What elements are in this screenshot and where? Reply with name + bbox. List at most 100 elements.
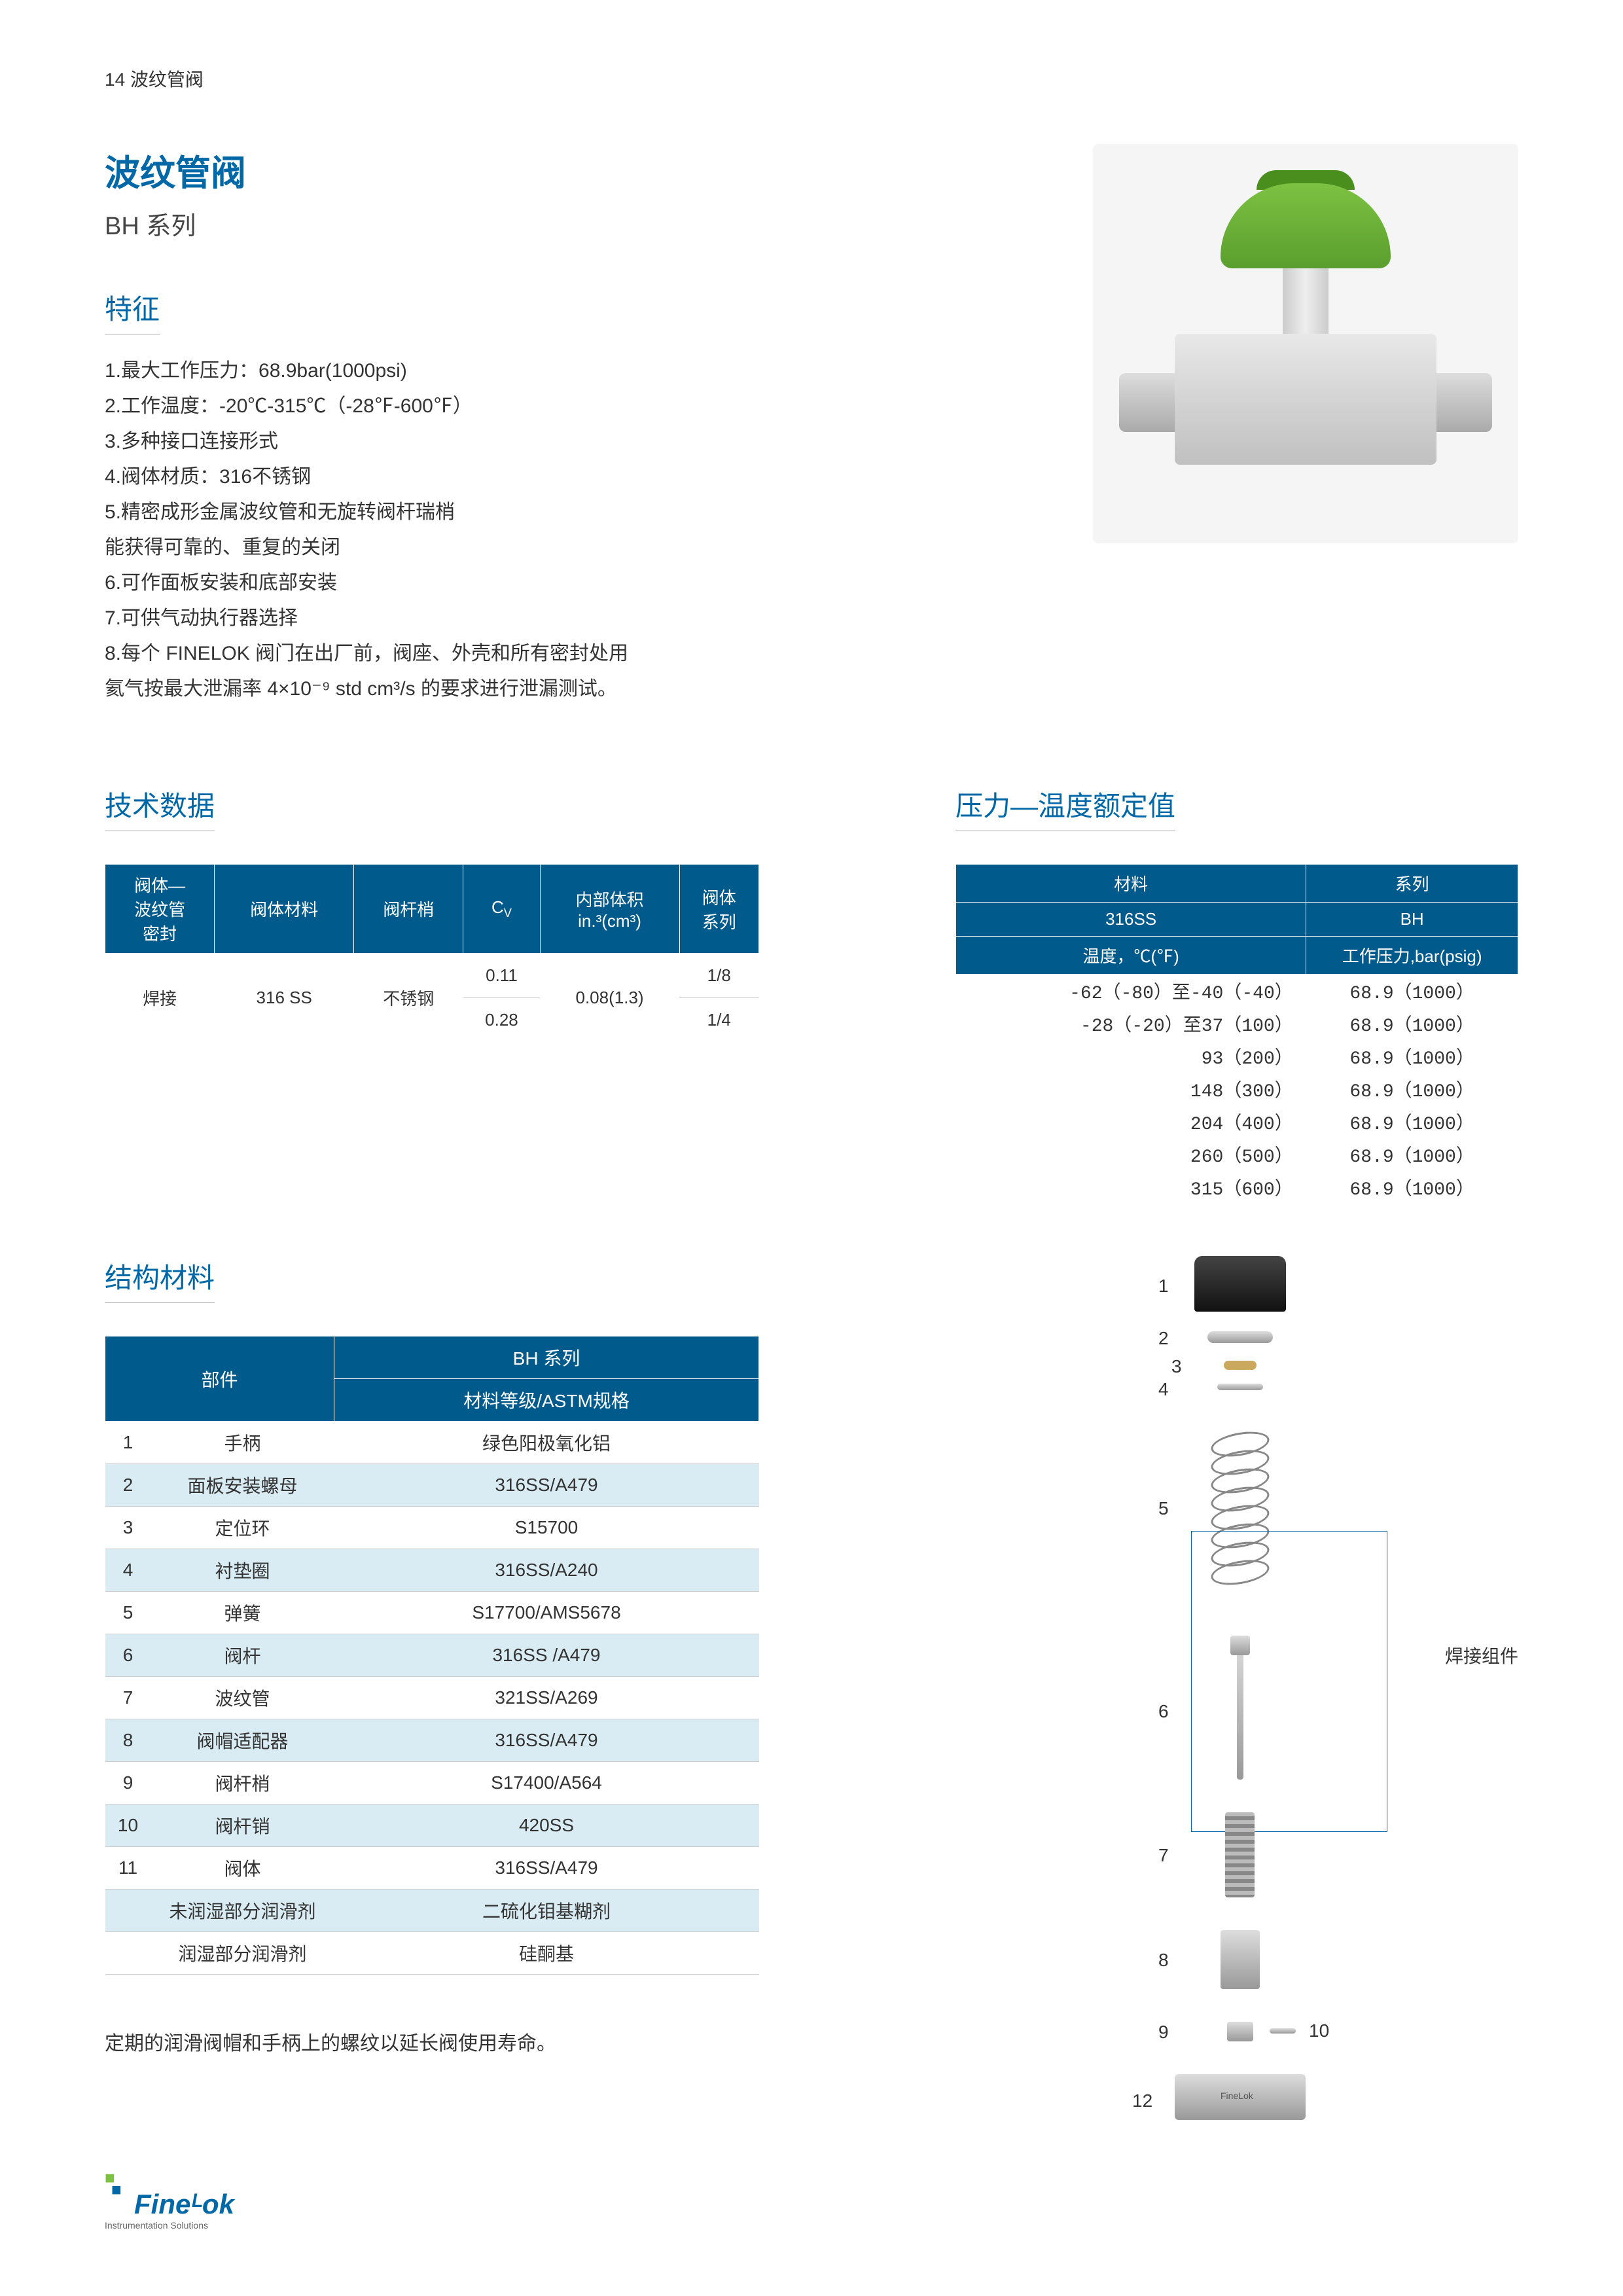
td: 0.08(1.3) (540, 954, 679, 1043)
pt-press-cell: 68.9（1000） (1306, 1073, 1518, 1105)
th-body: 阀体材料 (215, 865, 354, 954)
mat-num (105, 1932, 151, 1975)
mat-part: 阀杆梢 (151, 1762, 334, 1804)
mat-part: 定位环 (151, 1507, 334, 1549)
mat-num: 10 (105, 1804, 151, 1847)
pt-temp-cell: 148（300） (956, 1073, 1306, 1105)
mat-part: 阀体 (151, 1847, 334, 1890)
th-stem: 阀杆梢 (354, 865, 463, 954)
th-series: 系列 (1306, 865, 1518, 903)
feature-item: 8.每个 FINELOK 阀门在出厂前，阀座、外壳和所有密封处用 (105, 637, 825, 670)
mat-part: 阀帽适配器 (151, 1719, 334, 1762)
mat-grade: S15700 (334, 1507, 759, 1549)
pt-press-cell: 68.9（1000） (1306, 1040, 1518, 1073)
tech-data-heading: 技术数据 (105, 784, 215, 831)
th-grade: 材料等级/ASTM规格 (334, 1379, 759, 1422)
mat-grade: S17400/A564 (334, 1762, 759, 1804)
mat-part: 面板安装螺母 (151, 1464, 334, 1507)
th-temp: 温度，℃(℉) (956, 937, 1306, 975)
mat-grade: S17700/AMS5678 (334, 1592, 759, 1634)
td: 1/4 (679, 998, 758, 1043)
mat-grade: 321SS/A269 (334, 1677, 759, 1719)
pressure-temp-table: 材料 系列 316SS BH 温度，℃(℉) 工作压力,bar(psig) -6… (955, 864, 1518, 1204)
feature-item: 2.工作温度：-20℃-315℃（-28℉-600℉） (105, 389, 825, 423)
product-image (1093, 144, 1518, 543)
materials-table: 部件 BH 系列 材料等级/ASTM规格 1手柄绿色阳极氧化铝2面板安装螺母31… (105, 1336, 759, 1975)
mat-part: 阀杆 (151, 1634, 334, 1677)
mat-num: 11 (105, 1847, 151, 1890)
features-list: 1.最大工作压力：68.9bar(1000psi) 2.工作温度：-20℃-31… (105, 354, 825, 706)
note: 定期的润滑阀帽和手柄上的螺纹以延长阀使用寿命。 (105, 2027, 759, 2056)
th-part: 部件 (105, 1336, 334, 1422)
mat-grade: 316SS/A479 (334, 1847, 759, 1890)
mat-num: 4 (105, 1549, 151, 1592)
th-series: 阀体系列 (679, 865, 758, 954)
mat-num: 6 (105, 1634, 151, 1677)
feature-item: 1.最大工作压力：68.9bar(1000psi) (105, 354, 825, 387)
mat-grade: 316SS/A479 (334, 1719, 759, 1762)
feature-item: 能获得可靠的、重复的关闭 (105, 531, 825, 564)
td: 焊接 (105, 954, 215, 1043)
mat-grade: 硅酮基 (334, 1932, 759, 1975)
exploded-diagram: 1 2 3 4 5 焊接组件 (962, 1256, 1518, 2172)
page-title: 波纹管阀 (105, 144, 825, 196)
mat-part: 润湿部分润滑剂 (151, 1932, 334, 1975)
td: 0.28 (463, 998, 540, 1043)
th-series: BH 系列 (334, 1336, 759, 1379)
pt-temp-cell: 204（400） (956, 1105, 1306, 1138)
mat-grade: 绿色阳极氧化铝 (334, 1422, 759, 1464)
pt-temp-cell: -62（-80）至-40（-40） (956, 975, 1306, 1008)
mat-grade: 316SS/A240 (334, 1549, 759, 1592)
mat-num: 1 (105, 1422, 151, 1464)
mat-num: 9 (105, 1762, 151, 1804)
pt-press-cell: 68.9（1000） (1306, 1105, 1518, 1138)
th-material: 材料 (956, 865, 1306, 903)
mat-grade: 316SS/A479 (334, 1464, 759, 1507)
feature-item: 7.可供气动执行器选择 (105, 601, 825, 635)
pt-temp-cell: 260（500） (956, 1138, 1306, 1171)
pt-temp-cell: 93（200） (956, 1040, 1306, 1073)
mat-num: 8 (105, 1719, 151, 1762)
mat-num: 2 (105, 1464, 151, 1507)
mat-num: 3 (105, 1507, 151, 1549)
th-work: 工作压力,bar(psig) (1306, 937, 1518, 975)
feature-item: 3.多种接口连接形式 (105, 425, 825, 458)
pt-press-cell: 68.9（1000） (1306, 1007, 1518, 1040)
mat-part: 手柄 (151, 1422, 334, 1464)
pt-heading: 压力—温度额定值 (955, 784, 1175, 831)
tech-data-table: 阀体—波纹管密封 阀体材料 阀杆梢 CV 内部体积in.³(cm³) 阀体系列 … (105, 864, 759, 1042)
mat-part: 衬垫圈 (151, 1549, 334, 1592)
pt-temp-cell: 315（600） (956, 1171, 1306, 1204)
feature-item: 氦气按最大泄漏率 4×10⁻⁹ std cm³/s 的要求进行泄漏测试。 (105, 672, 825, 706)
th-bh: BH (1306, 903, 1518, 937)
subtitle: BH 系列 (105, 206, 825, 242)
mat-part: 弹簧 (151, 1592, 334, 1634)
mat-part: 未润湿部分润滑剂 (151, 1890, 334, 1932)
brand-logo: Fineᴸok Instrumentation Solutions (105, 2187, 234, 2231)
pt-press-cell: 68.9（1000） (1306, 1171, 1518, 1204)
td: 不锈钢 (354, 954, 463, 1043)
td: 1/8 (679, 954, 758, 998)
features-heading: 特征 (105, 287, 160, 334)
mat-grade: 420SS (334, 1804, 759, 1847)
th-316ss: 316SS (956, 903, 1306, 937)
td: 0.11 (463, 954, 540, 998)
th-cv: CV (463, 865, 540, 954)
materials-heading: 结构材料 (105, 1256, 215, 1303)
mat-num: 5 (105, 1592, 151, 1634)
mat-part: 阀杆销 (151, 1804, 334, 1847)
mat-num (105, 1890, 151, 1932)
mat-grade: 二硫化钼基糊剂 (334, 1890, 759, 1932)
pt-press-cell: 68.9（1000） (1306, 975, 1518, 1008)
mat-grade: 316SS /A479 (334, 1634, 759, 1677)
th-vol: 内部体积in.³(cm³) (540, 865, 679, 954)
mat-part: 波纹管 (151, 1677, 334, 1719)
page-header: 14 波纹管阀 (105, 65, 1518, 92)
pt-temp-cell: -28（-20）至37（100） (956, 1007, 1306, 1040)
pt-press-cell: 68.9（1000） (1306, 1138, 1518, 1171)
td: 316 SS (215, 954, 354, 1043)
th-seal: 阀体—波纹管密封 (105, 865, 215, 954)
mat-num: 7 (105, 1677, 151, 1719)
feature-item: 6.可作面板安装和底部安装 (105, 566, 825, 600)
feature-item: 5.精密成形金属波纹管和无旋转阀杆瑞梢 (105, 495, 825, 529)
